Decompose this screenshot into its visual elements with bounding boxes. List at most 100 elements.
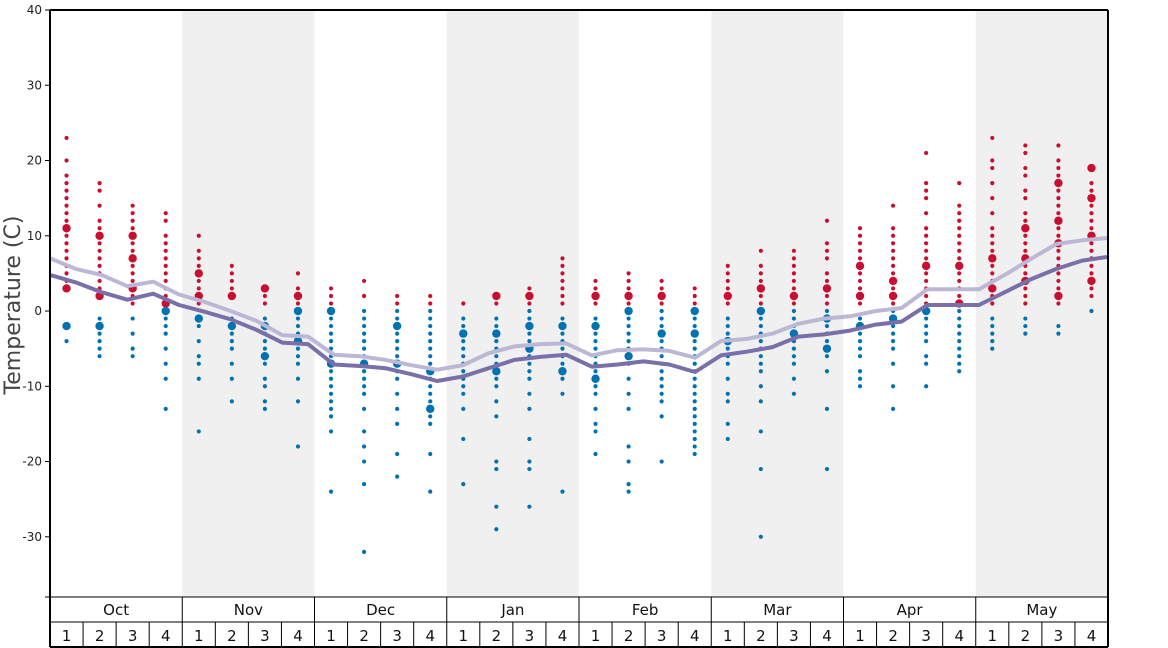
observation-dot (1056, 158, 1061, 163)
observation-dot (791, 354, 797, 359)
observation-dot (461, 406, 466, 411)
observation-dot (990, 233, 995, 238)
observation-dot (328, 399, 334, 404)
observation-dot (857, 226, 863, 231)
observation-dot (957, 211, 962, 216)
observation-dot (196, 361, 201, 366)
observation-dot (659, 308, 664, 314)
observation-dot (990, 339, 995, 344)
observation-dot-large (260, 351, 270, 361)
observation-dot (560, 271, 565, 276)
observation-dot (1023, 233, 1028, 238)
observation-dot (758, 248, 763, 253)
observation-dot (957, 293, 962, 299)
observation-dot-large (657, 291, 666, 301)
observation-dot (97, 316, 102, 321)
observation-dot (824, 466, 830, 472)
observation-dot (262, 293, 268, 299)
week-label: 3 (921, 627, 931, 645)
observation-dot (361, 391, 367, 396)
observation-dot (990, 301, 995, 306)
observation-dot (824, 308, 830, 314)
observation-dot (890, 256, 896, 261)
observation-dot (560, 489, 565, 494)
observation-dot-large (525, 321, 534, 331)
observation-dot (626, 323, 631, 329)
observation-dot-large (62, 321, 71, 331)
observation-dot (527, 391, 532, 396)
observation-dot (990, 165, 995, 171)
observation-dot (857, 354, 863, 359)
observation-dot (130, 271, 135, 276)
observation-dot (328, 369, 334, 374)
observation-dot (295, 271, 301, 276)
observation-dot (328, 339, 334, 344)
week-label: 3 (1054, 627, 1064, 645)
observation-dot (692, 286, 697, 291)
observation-dot-large (260, 284, 270, 293)
week-label: 1 (194, 627, 204, 645)
observation-dot (527, 308, 532, 314)
observation-dot (229, 376, 234, 381)
week-label: 4 (425, 627, 435, 645)
observation-dot-large (690, 306, 699, 316)
observation-dot (395, 376, 400, 381)
observation-dot (626, 482, 631, 487)
observation-dot (890, 301, 896, 306)
observation-dot (262, 316, 268, 321)
observation-dot-large (426, 404, 435, 414)
week-label: 1 (62, 627, 72, 645)
observation-dot (824, 241, 830, 246)
observation-dot (593, 278, 598, 284)
observation-dot (163, 211, 168, 216)
observation-dot (527, 459, 532, 464)
observation-dot (890, 263, 896, 268)
observation-dot (494, 527, 499, 532)
observation-dot (163, 263, 168, 268)
observation-dot (593, 429, 598, 434)
observation-dot (560, 301, 565, 306)
observation-dot (560, 263, 565, 268)
observation-dot (593, 406, 598, 411)
observation-dot (395, 354, 400, 359)
observation-dot (328, 429, 334, 434)
week-label: 1 (723, 627, 733, 645)
observation-dot (758, 354, 763, 359)
observation-dot (130, 241, 135, 246)
observation-dot (593, 451, 598, 457)
observation-dot (1089, 293, 1094, 299)
observation-dot-large (194, 269, 203, 278)
observation-dot (659, 376, 664, 381)
observation-dot-large (888, 276, 898, 286)
observation-dot (957, 316, 962, 321)
observation-dot (626, 278, 631, 284)
observation-dot (725, 271, 730, 276)
observation-dot-large (756, 306, 766, 316)
observation-dot (1023, 293, 1028, 299)
observation-dot (924, 316, 929, 321)
observation-dot (229, 331, 234, 336)
week-label: 2 (95, 627, 105, 645)
observation-dot (461, 391, 466, 396)
observation-dot (990, 316, 995, 321)
observation-dot (791, 256, 797, 261)
observation-dot (262, 361, 268, 366)
observation-dot (626, 271, 631, 276)
observation-dot (957, 203, 962, 208)
observation-dot (328, 286, 334, 291)
observation-dot (1056, 211, 1061, 216)
observation-dot (295, 399, 301, 404)
observation-dot (196, 248, 201, 253)
observation-dot (163, 271, 168, 276)
observation-dot (428, 308, 433, 314)
observation-dot (692, 399, 697, 404)
observation-dot (494, 459, 499, 464)
observation-dot-large (591, 374, 600, 383)
observation-dot (295, 346, 301, 351)
y-tick-label: -10 (22, 379, 42, 393)
observation-dot (890, 241, 896, 246)
observation-dot (1089, 188, 1094, 193)
observation-dot (1023, 143, 1028, 148)
week-label: 4 (954, 627, 964, 645)
